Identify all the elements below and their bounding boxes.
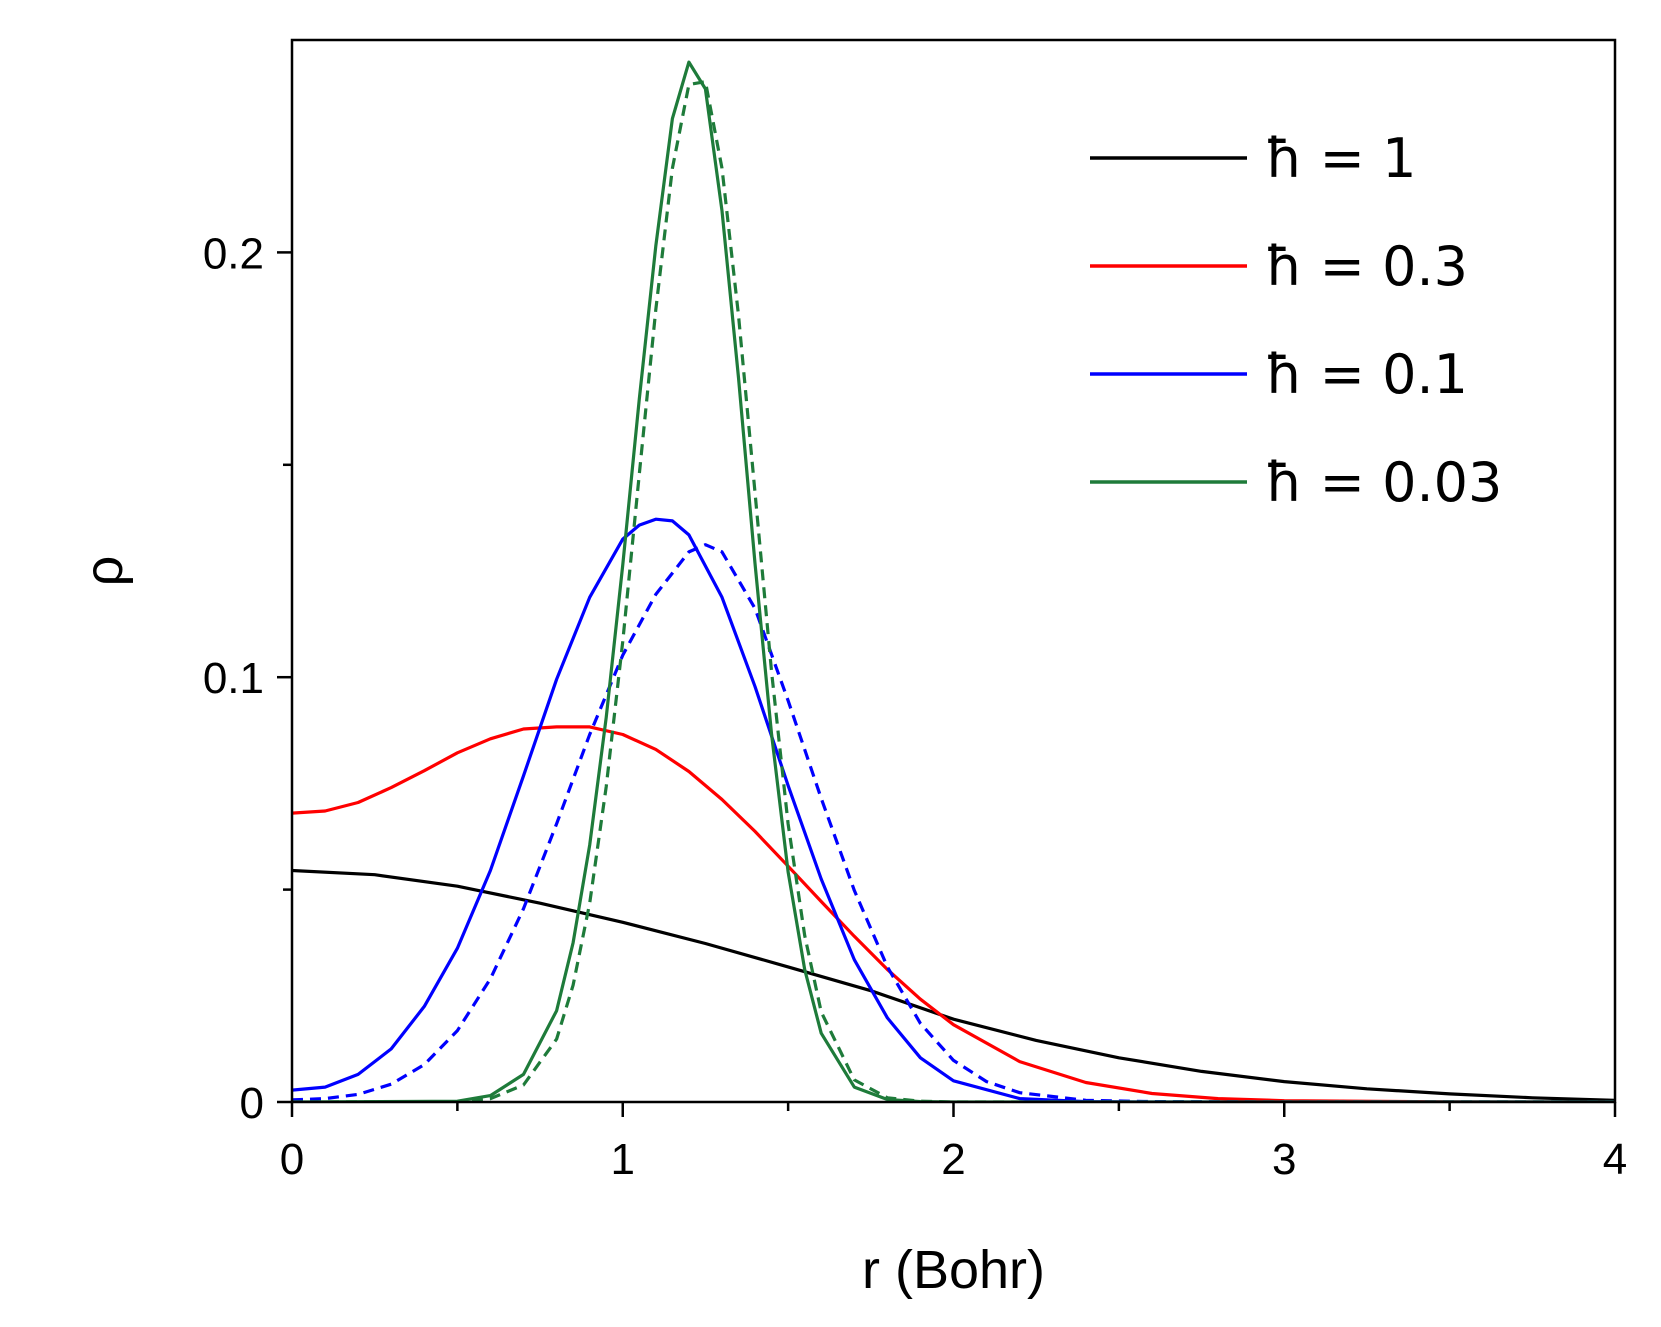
x-tick-label: 1 — [611, 1135, 635, 1184]
y-tick-label: 0.2 — [203, 229, 264, 278]
ticks-layer: 0 1 2 3 4 0 0.1 0.2 — [203, 229, 1627, 1184]
y-tick-label: 0.1 — [203, 654, 264, 703]
series-line-4 — [292, 60, 1615, 1102]
x-tick-label: 3 — [1272, 1135, 1296, 1184]
legend-label: ħ = 0.3 — [1265, 235, 1468, 298]
legend: ħ = 1 ħ = 0.3 ħ = 0.1 ħ = 0.03 — [1090, 127, 1502, 514]
y-axis-label: ρ — [74, 556, 134, 587]
series-line-1 — [292, 725, 1615, 1102]
series-layer — [292, 60, 1615, 1102]
legend-label: ħ = 1 — [1265, 127, 1416, 190]
legend-label: ħ = 0.1 — [1265, 343, 1468, 406]
series-line-2 — [292, 517, 1615, 1102]
series-line-5-dashed — [292, 80, 1615, 1102]
plot-frame — [290, 38, 1617, 1104]
series-line-3-dashed — [292, 543, 1615, 1102]
legend-label: ħ = 0.03 — [1265, 451, 1502, 514]
x-axis-label: r (Bohr) — [862, 1240, 1045, 1300]
x-tick-label: 4 — [1603, 1135, 1627, 1184]
series-line-0 — [292, 868, 1615, 1102]
y-tick-label: 0 — [240, 1079, 264, 1128]
x-tick-label: 0 — [280, 1135, 304, 1184]
x-tick-label: 2 — [941, 1135, 965, 1184]
